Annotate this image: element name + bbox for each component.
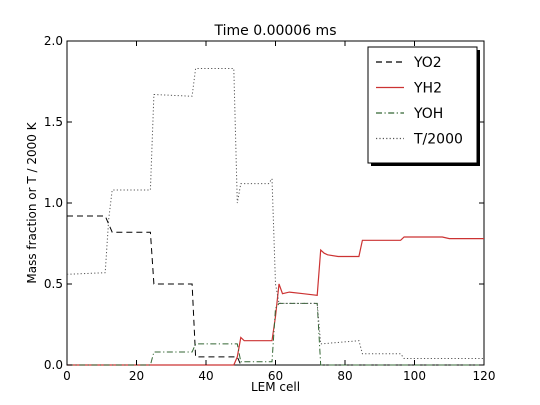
x-tick-label: 100	[403, 369, 426, 383]
legend-box	[367, 46, 478, 164]
x-tick-label: 60	[268, 369, 283, 383]
series-line-yh2	[67, 236, 484, 366]
y-tick-label: 1.0	[44, 196, 63, 210]
y-axis-ticks: 0.0 0.5 1.0 1.5 2.0	[44, 34, 484, 372]
y-tick-label: 1.5	[44, 115, 63, 129]
y-tick-label: 0.5	[44, 277, 63, 291]
x-tick-label: 20	[129, 369, 144, 383]
x-axis-ticks: 0 20 40 60 80 100 120	[63, 41, 495, 383]
legend-label: YOH	[413, 106, 443, 122]
y-tick-label: 2.0	[44, 34, 63, 48]
x-tick-label: 40	[198, 369, 213, 383]
legend: YO2 YH2 YOH T/2000	[367, 46, 480, 166]
x-axis-label: LEM cell	[251, 380, 300, 394]
series-group	[66, 68, 484, 366]
x-tick-label: 120	[473, 369, 496, 383]
legend-label: YH2	[413, 81, 442, 97]
y-axis-label: Mass fraction or T / 2000 K	[25, 121, 39, 283]
x-tick-label: 80	[337, 369, 352, 383]
chart-title: Time 0.00006 ms	[214, 23, 337, 39]
series-line-yoh	[67, 302, 484, 366]
plot-area: 0 20 40 60 80 100 120 0.0 0.5 1.0 1.5 2.0	[44, 34, 496, 383]
legend-label: T/2000	[413, 132, 463, 148]
x-tick-label: 0	[63, 369, 71, 383]
series-line-t-2000	[66, 68, 484, 359]
series-line-yo2	[67, 215, 484, 366]
legend-label: YO2	[413, 55, 442, 71]
y-tick-label: 0.0	[44, 358, 63, 372]
